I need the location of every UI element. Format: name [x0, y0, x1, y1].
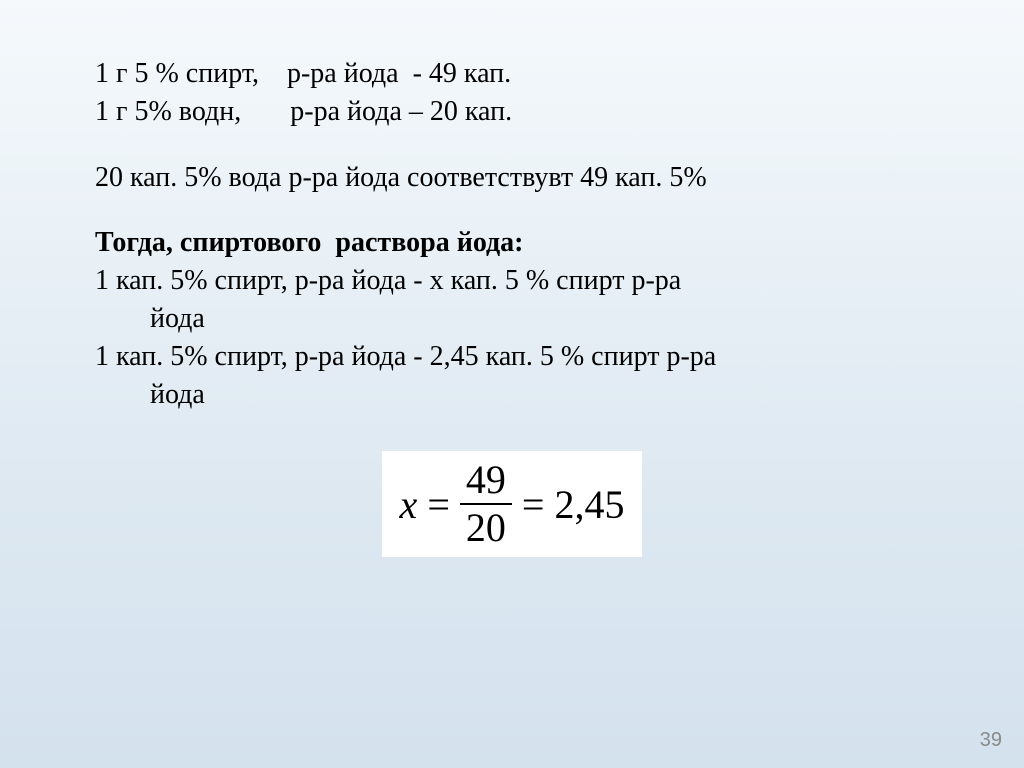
formula-variable: x — [400, 481, 418, 528]
page-number: 39 — [980, 729, 1002, 752]
text-line-5b: йода — [95, 300, 929, 338]
equals-sign-2: = — [522, 481, 545, 528]
formula-box: x = 49 20 = 2,45 — [382, 451, 643, 557]
equals-sign-1: = — [427, 481, 450, 528]
fraction: 49 20 — [460, 459, 512, 549]
text-line-5a: 1 кап. 5% спирт, р-ра йода - х кап. 5 % … — [95, 262, 929, 300]
text-line-1: 1 г 5 % спирт, р-ра йода - 49 кап. — [95, 55, 929, 93]
text-line-3: 20 кап. 5% вода р-ра йода соответствувт … — [95, 159, 929, 197]
formula-result: 2,45 — [554, 481, 624, 528]
fraction-denominator: 20 — [460, 503, 512, 549]
text-line-2: 1 г 5% водн, р-ра йода – 20 кап. — [95, 93, 929, 131]
fraction-numerator: 49 — [460, 459, 512, 503]
formula-container: x = 49 20 = 2,45 — [95, 451, 929, 557]
slide-body: 1 г 5 % спирт, р-ра йода - 49 кап. 1 г 5… — [0, 0, 1024, 577]
text-line-4-heading: Тогда, спиртового раствора йода: — [95, 224, 929, 262]
text-line-6a: 1 кап. 5% спирт, р-ра йода - 2,45 кап. 5… — [95, 338, 929, 376]
text-line-6b: йода — [95, 376, 929, 414]
